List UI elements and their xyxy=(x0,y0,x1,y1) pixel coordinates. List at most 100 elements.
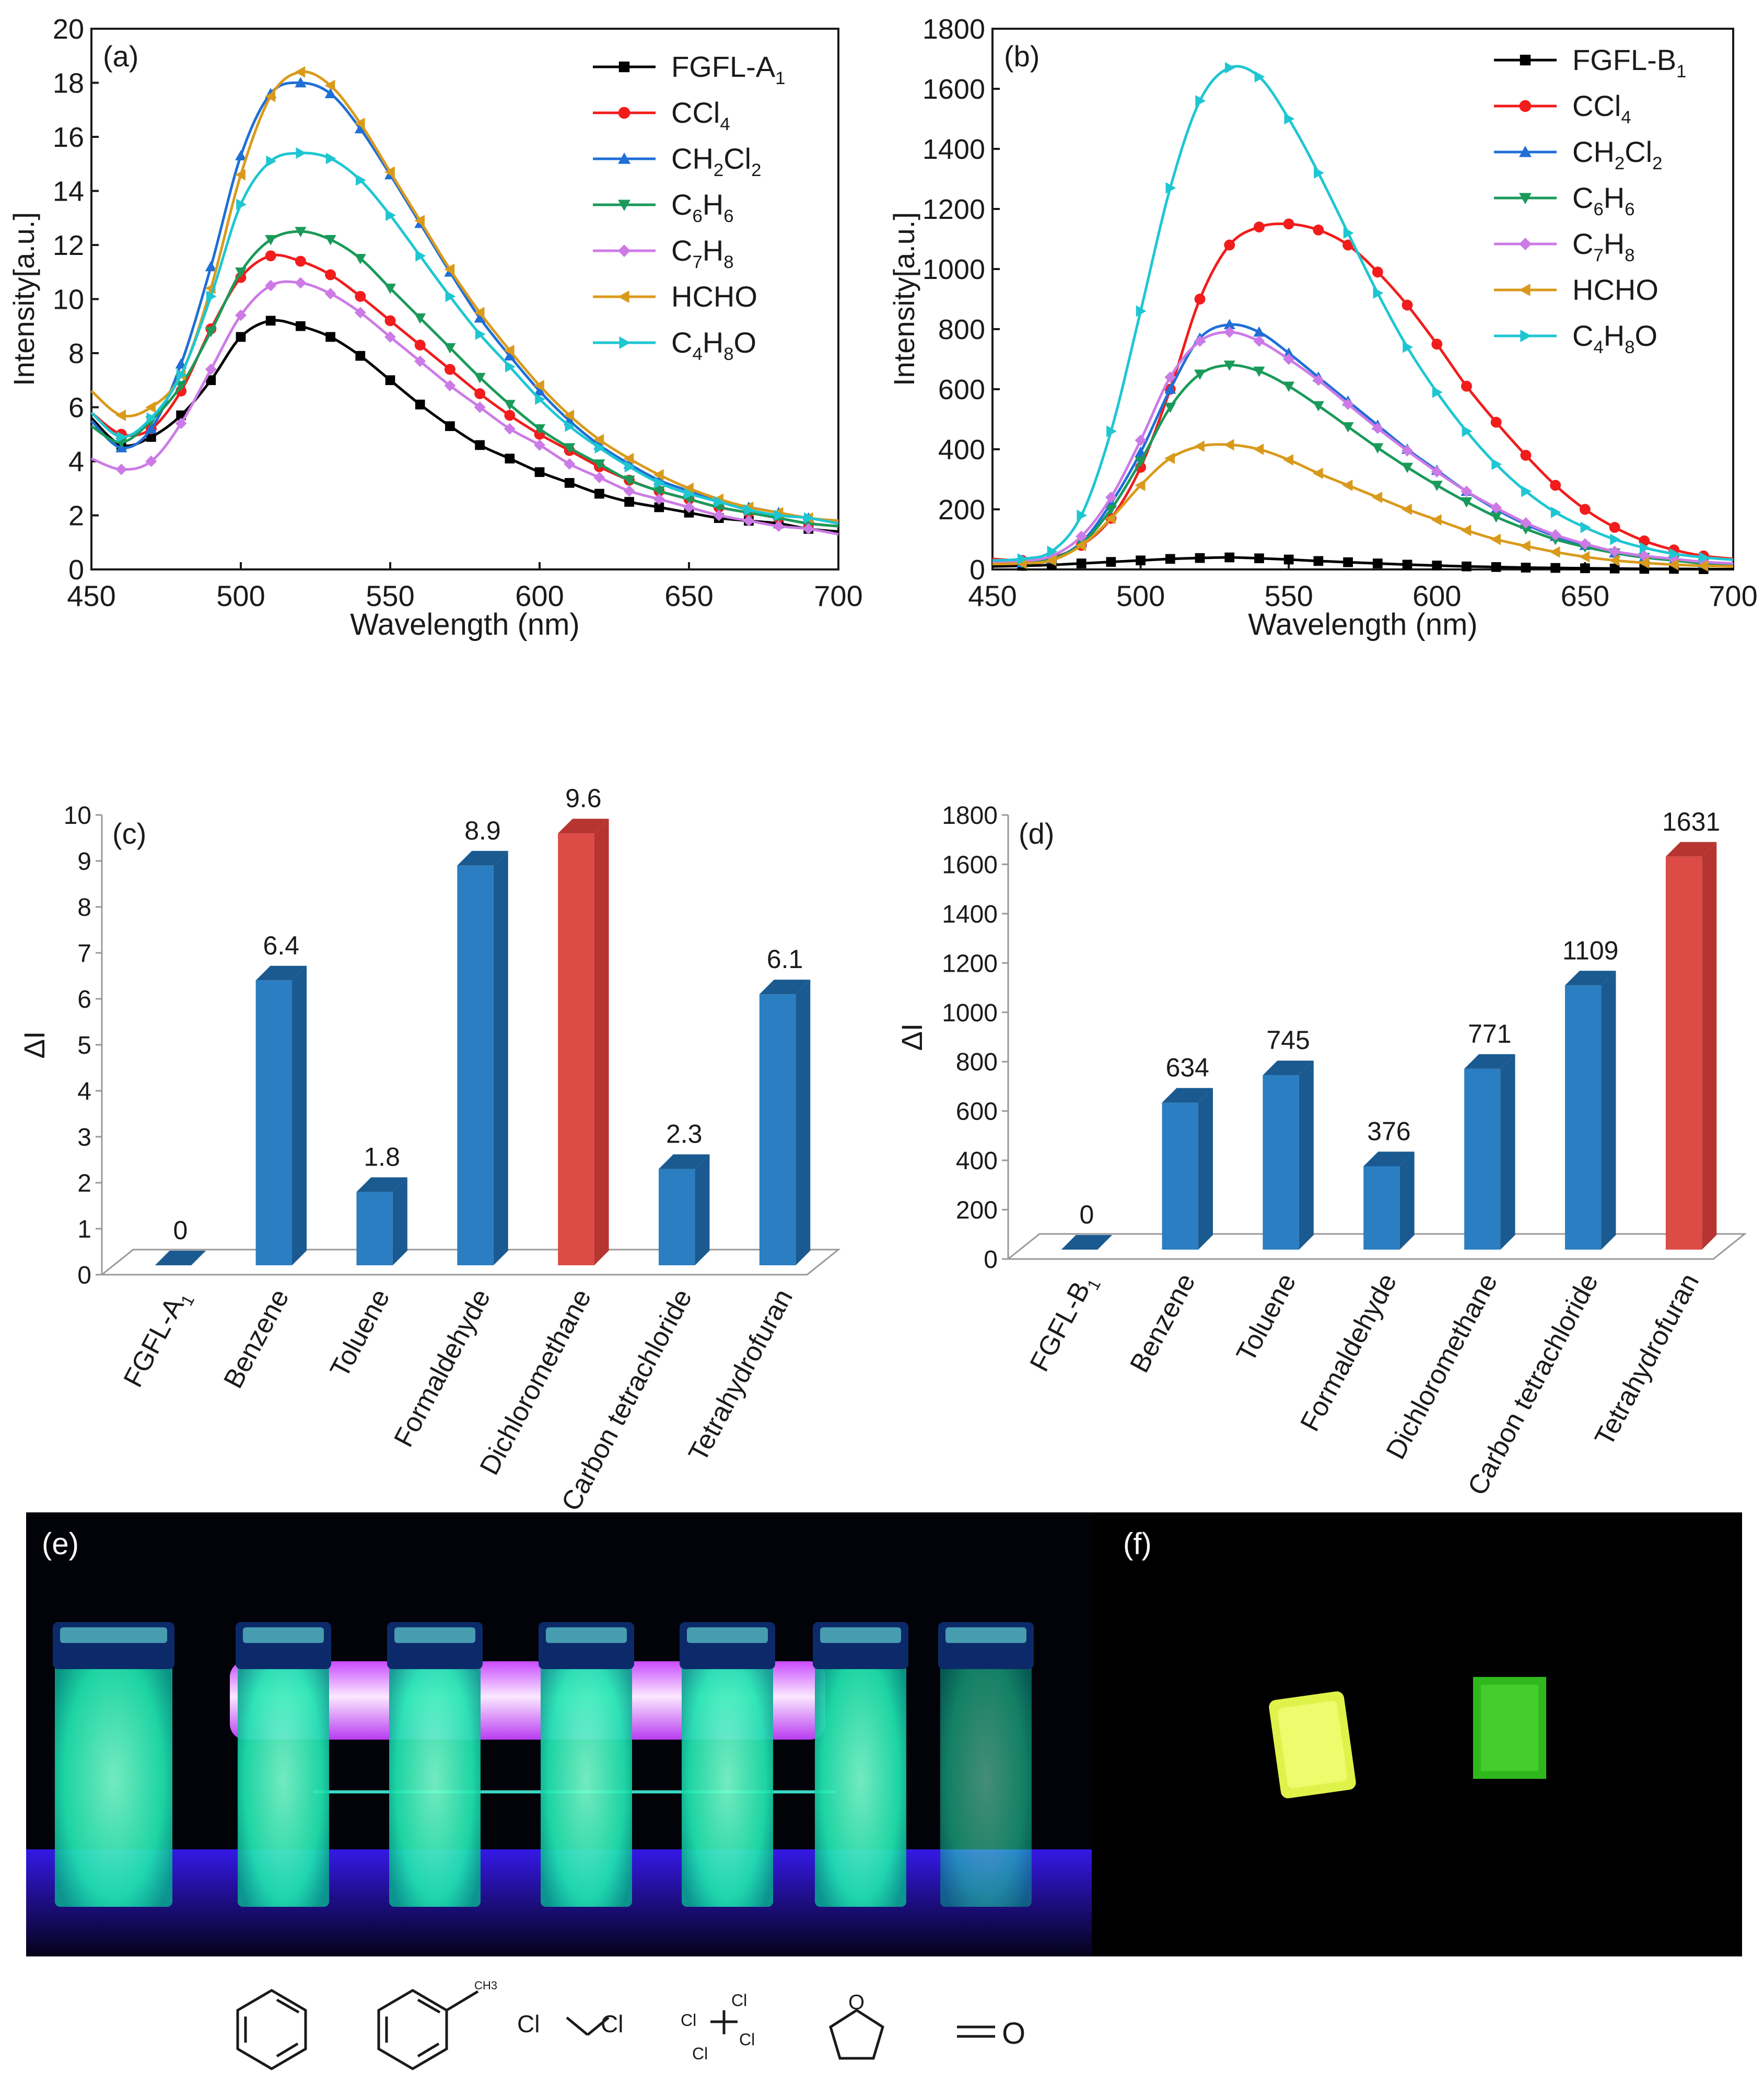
data-point-C6H6 xyxy=(474,372,486,383)
data-point-HCHO xyxy=(653,469,664,481)
data-point-HCHO xyxy=(534,380,544,392)
data-point-C4H8O xyxy=(1640,542,1650,554)
y-tick-label: 20 xyxy=(53,14,84,45)
data-point-FGFL xyxy=(505,453,515,464)
data-point-C7H8 xyxy=(1283,353,1295,365)
dcm-left-cl: Cl xyxy=(517,2010,540,2037)
y-tick-label: 7 xyxy=(77,940,91,968)
subscript: 8 xyxy=(723,344,733,364)
ccl4-cl-left: Cl xyxy=(681,2011,696,2030)
data-point-CCl4 xyxy=(1283,218,1294,230)
data-point-FGFL xyxy=(1580,563,1590,574)
bar-value-label: 634 xyxy=(1166,1053,1209,1082)
data-point-C6H6 xyxy=(564,443,576,454)
formula-part: O xyxy=(734,326,757,359)
y-tick-label: 8 xyxy=(68,338,84,369)
formula-part: Cl xyxy=(723,142,751,175)
data-point-FGFL xyxy=(1491,562,1501,572)
x-tick-label: 650 xyxy=(664,579,713,612)
data-point-C4H8O xyxy=(1699,552,1710,563)
data-point-HCHO xyxy=(1223,439,1234,451)
data-point-CCl4 xyxy=(1431,339,1443,350)
y-axis-label: Intensity[a.u.] xyxy=(887,212,920,386)
bar-top xyxy=(457,850,508,866)
bar-4 xyxy=(1464,1054,1515,1250)
data-point-C4H8O xyxy=(266,155,277,167)
formula-part: Benzene xyxy=(1124,1268,1201,1377)
data-point-C7H8 xyxy=(1105,492,1117,503)
data-point-C6H6 xyxy=(414,313,426,324)
y-tick-label: 200 xyxy=(938,494,985,526)
formula-part: Benzene xyxy=(218,1284,295,1393)
data-point-C4H8O xyxy=(1343,227,1354,239)
data-point-C4H8O xyxy=(236,199,247,211)
data-point-C4H8O xyxy=(1491,458,1502,470)
cuvette-2 xyxy=(236,1622,331,1907)
x-tick-label: 500 xyxy=(1116,579,1165,612)
data-point-C6H6 xyxy=(205,327,217,337)
data-point-HCHO xyxy=(235,169,246,181)
panel-e-cuvette-photo: (e) xyxy=(26,1512,1092,1956)
cuvette-cap-highlight xyxy=(394,1627,475,1643)
y-tick-label: 10 xyxy=(53,284,84,316)
data-point-C7H8 xyxy=(713,509,725,521)
subscript: 4 xyxy=(692,344,702,364)
formula-part: Toluene xyxy=(324,1284,396,1382)
y-tick-label: 1 xyxy=(77,1216,91,1243)
subscript: 8 xyxy=(723,252,733,272)
bar-2 xyxy=(1263,1061,1314,1250)
data-point-C4H8O xyxy=(1106,425,1117,437)
legend-label-FGFL: FGFL-A1 xyxy=(671,50,785,88)
bar-top xyxy=(1263,1061,1314,1076)
bar-top xyxy=(759,980,811,995)
x-tick-label: 550 xyxy=(1264,579,1313,612)
series-line-C6H6 xyxy=(992,364,1734,566)
data-point-FGFL xyxy=(1313,556,1324,566)
data-point-HCHO xyxy=(504,344,515,356)
data-point-C6H6 xyxy=(1372,443,1384,454)
formula-part: CCl xyxy=(671,96,720,129)
y-axis-label: Intensity[a.u.] xyxy=(7,212,40,386)
data-point-C4H8O xyxy=(684,488,695,500)
data-point-C7H8 xyxy=(802,523,814,535)
panel-e-label: (e) xyxy=(42,1527,79,1561)
data-point-C7H8 xyxy=(235,309,247,321)
bar-front xyxy=(1665,856,1702,1250)
subscript: 2 xyxy=(714,160,723,180)
series-C4H8O xyxy=(90,147,839,525)
y-tick-label: 4 xyxy=(68,446,84,477)
cuvette-3 xyxy=(387,1622,483,1907)
bar-front xyxy=(356,1192,393,1265)
panel-f-film-photo: (f) xyxy=(1092,1512,1742,1956)
data-point-HCHO xyxy=(1164,452,1175,464)
subscript: 4 xyxy=(720,114,730,134)
data-point-CH2Cl2 xyxy=(235,150,247,161)
series-line-FGFL xyxy=(992,556,1734,570)
data-point-C7H8 xyxy=(534,439,545,451)
data-point-C7H8 xyxy=(1223,326,1235,338)
category-label: Toluene xyxy=(324,1284,396,1382)
data-point-C4H8O xyxy=(296,147,307,159)
y-tick-label: 18 xyxy=(53,68,84,99)
cuvette-1 xyxy=(53,1622,174,1907)
data-point-C7H8 xyxy=(444,380,456,392)
legend-label-HCHO: HCHO xyxy=(671,280,757,313)
cuvette-cap-highlight xyxy=(546,1627,627,1643)
data-point-C6H6 xyxy=(1431,481,1443,491)
data-point-C7H8 xyxy=(1549,529,1561,541)
data-point-C6H6 xyxy=(1105,505,1117,515)
legend-label-CCl4: CCl4 xyxy=(671,96,730,134)
cuvette-cap-highlight xyxy=(687,1627,768,1643)
data-point-HCHO xyxy=(623,452,634,464)
bar-flat xyxy=(1061,1235,1113,1250)
ccl4-cl-bottom: Cl xyxy=(692,2044,708,2063)
bar-2 xyxy=(356,1177,407,1265)
bar-value-label: 376 xyxy=(1367,1116,1410,1146)
series-line-C4H8O xyxy=(992,65,1734,562)
data-point-C4H8O xyxy=(1521,485,1532,497)
bar-flat xyxy=(155,1251,206,1265)
formula-part: CH xyxy=(671,142,714,175)
data-point-HCHO xyxy=(683,482,694,494)
y-tick-label: 1400 xyxy=(922,134,985,165)
legend-label-CCl4: CCl4 xyxy=(1572,89,1631,127)
